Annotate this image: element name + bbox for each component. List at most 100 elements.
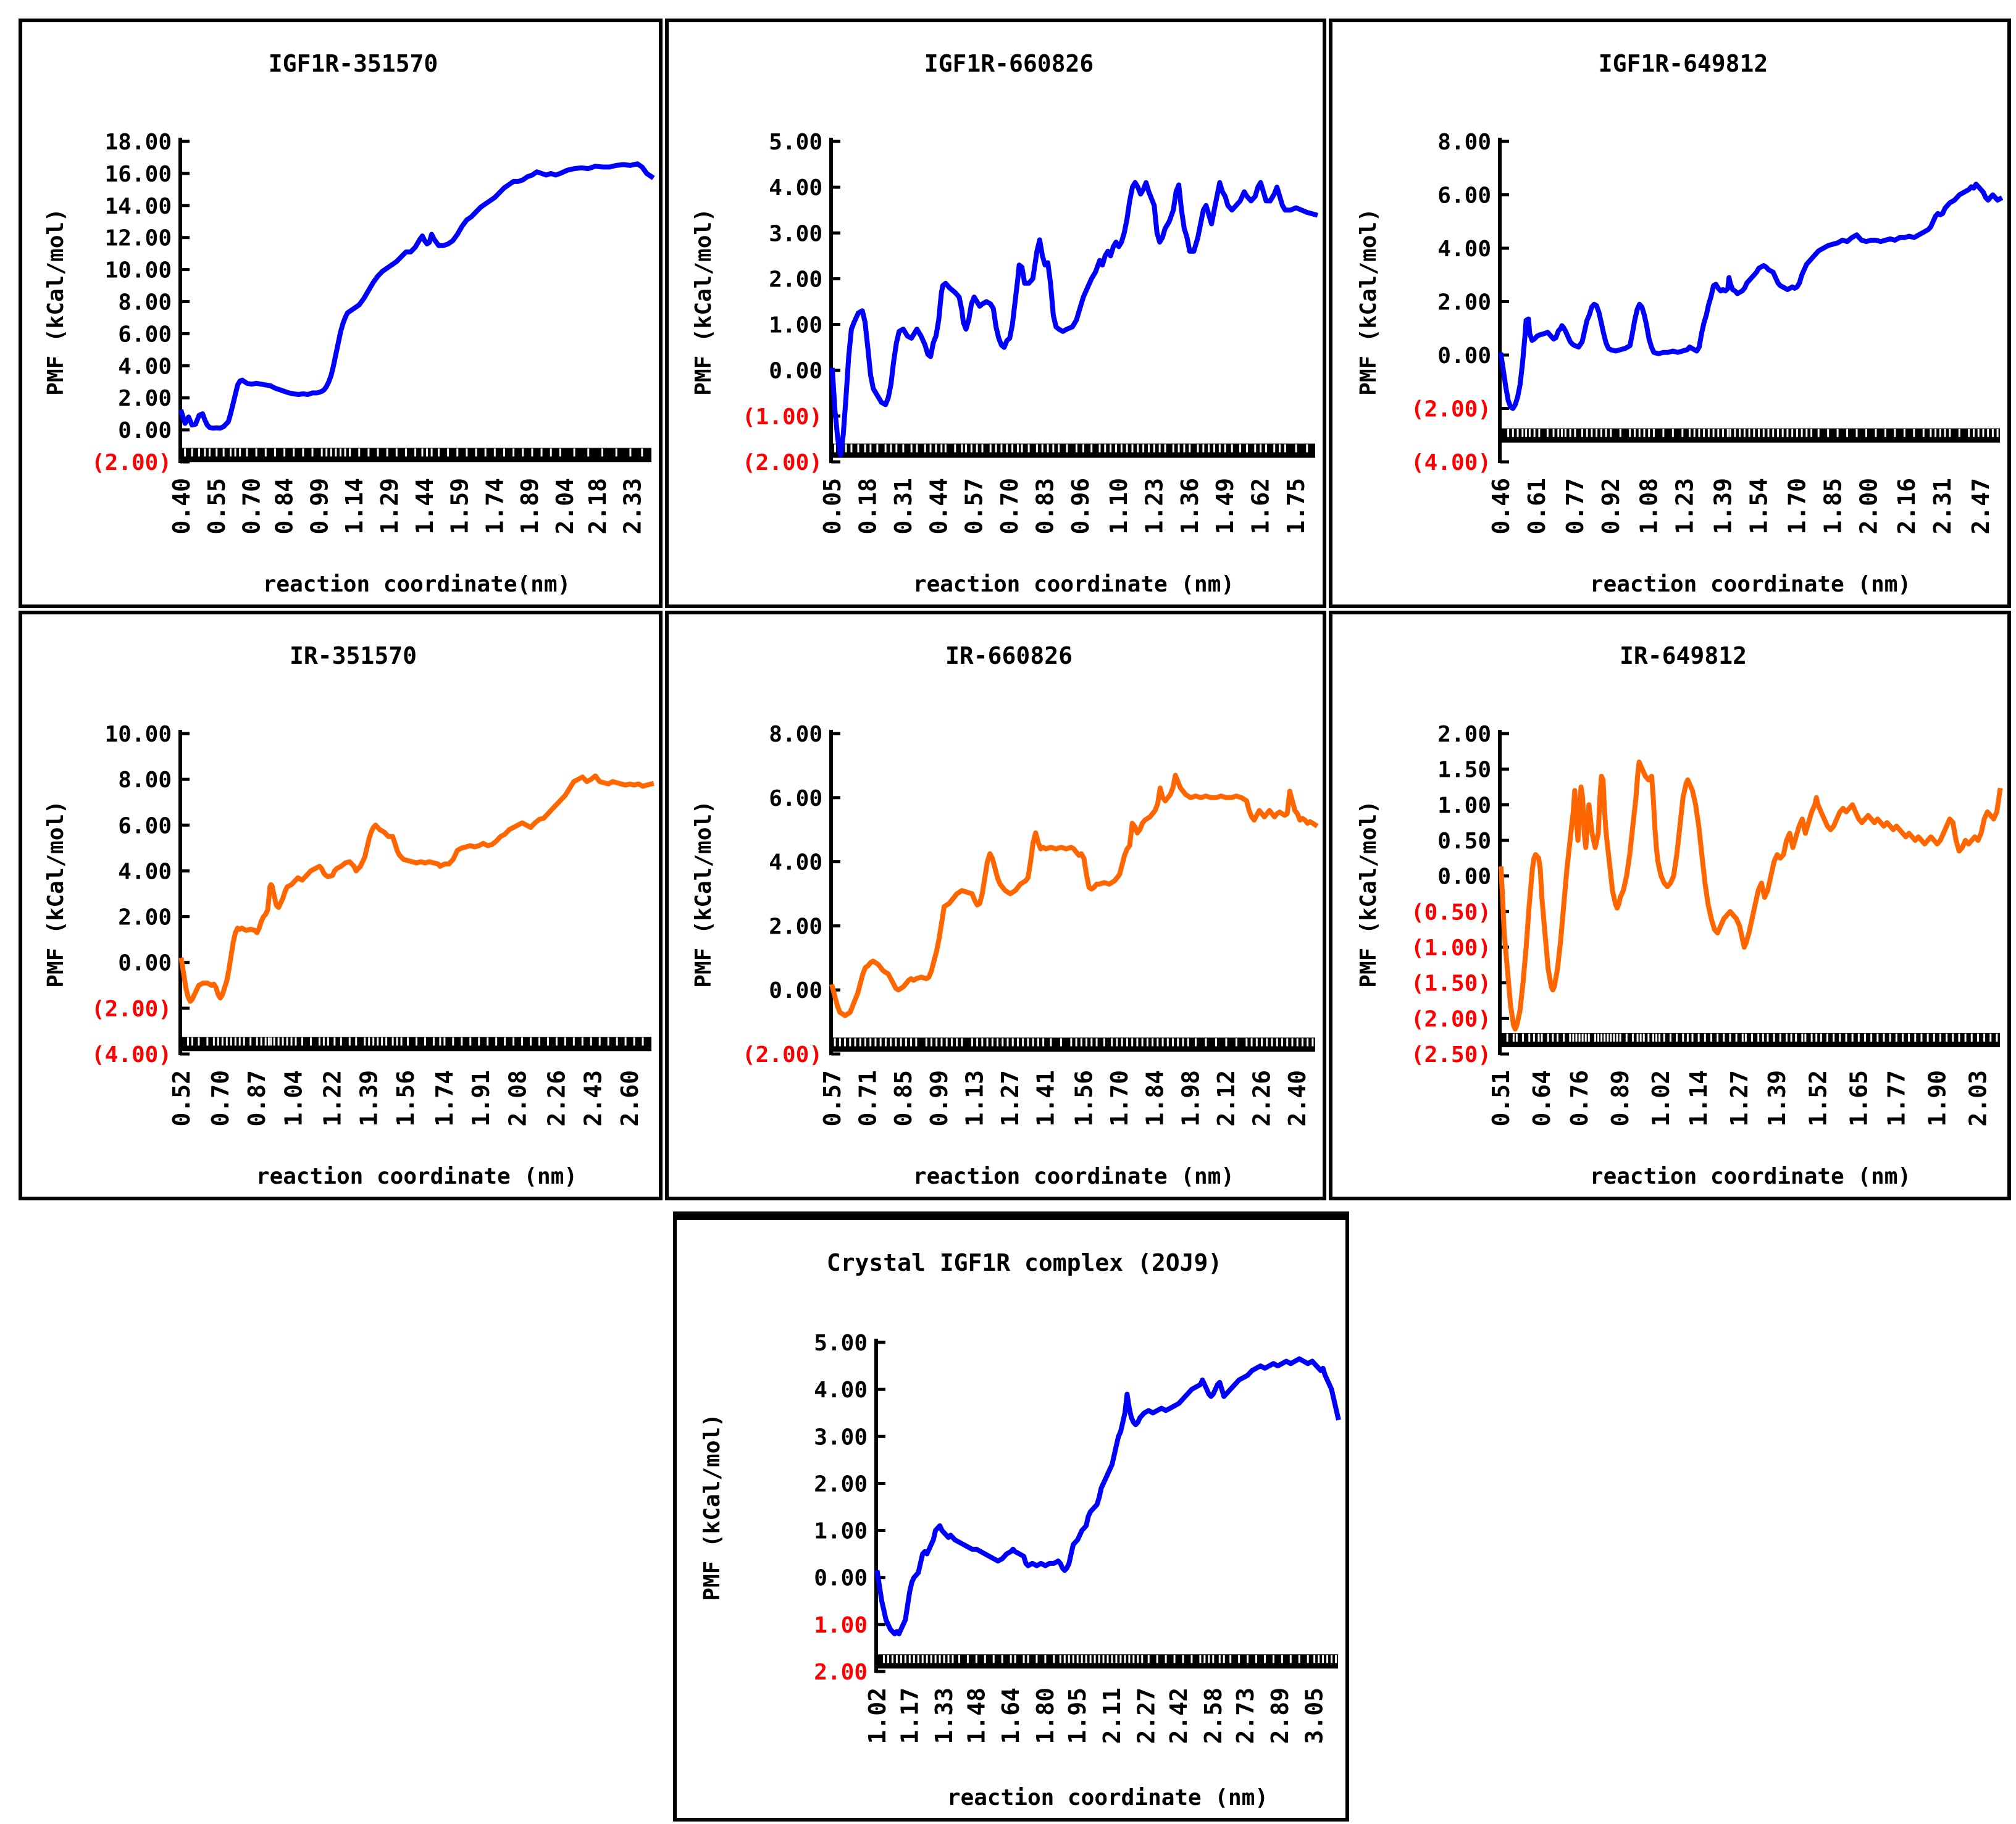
x-tick-label: 1.54 [1746, 478, 1773, 535]
chart-igf1r-351570: IGF1R-351570 PMF (kCal/mol) 18.00 16.00 14.0… [43, 50, 655, 597]
x-tick-label: 1.02 [864, 1688, 891, 1744]
y-tick-label: (2.00) [1411, 397, 1491, 422]
x-tick-label: 1.23 [1140, 478, 1168, 535]
y-tick-label: 6.00 [118, 322, 172, 347]
y-axis-title: PMF (kCal/mol) [691, 800, 716, 987]
x-tick-label: 1.36 [1176, 478, 1203, 535]
pmf-line [178, 773, 655, 1004]
chart-panel-ir-351570: IR-351570 PMF (kCal/mol) 10.00 8.00 6.00 4.00… [19, 611, 663, 1200]
chart-igf1r-660826: IGF1R-660826 PMF (kCal/mol) 5.00 4.00 3.00 2.… [691, 50, 1318, 597]
y-tick-label: 2.00 [769, 267, 822, 292]
x-tick-label: 1.27 [1726, 1070, 1753, 1127]
y-axis-title: PMF (kCal/mol) [700, 1413, 725, 1600]
x-tick-label: 2.08 [504, 1070, 532, 1127]
x-tick-label: 0.70 [996, 478, 1023, 535]
x-tick-label: 0.46 [1487, 478, 1515, 535]
y-tick-label: 6.00 [118, 813, 172, 839]
x-tick-label: 0.64 [1528, 1070, 1555, 1127]
y-axis-title: PMF (kCal/mol) [691, 208, 716, 395]
x-axis-title: reaction coordinate (nm) [913, 1164, 1234, 1189]
pmf-line [1498, 182, 2004, 411]
x-tick-label: 0.77 [1562, 478, 1589, 535]
x-tick-label: 1.74 [481, 478, 508, 535]
x-tick-label: 0.87 [243, 1070, 270, 1127]
y-tick-label: 6.00 [1437, 183, 1491, 209]
x-tick-label: 2.31 [1929, 478, 1956, 535]
x-tick-label: 1.90 [1923, 1070, 1951, 1127]
y-tick-label: 8.00 [769, 722, 822, 747]
y-tick-label: 5.00 [814, 1331, 868, 1356]
chart-title: IGF1R-660826 [924, 50, 1094, 77]
chart-title: Crystal IGF1R complex (2OJ9) [827, 1249, 1223, 1276]
y-axis-title: PMF (kCal/mol) [43, 800, 69, 987]
x-tick-label: 0.05 [819, 478, 846, 535]
y-tick-label: 1.00 [769, 313, 822, 338]
x-tick-label: 1.13 [961, 1070, 988, 1127]
x-tick-label: 1.33 [931, 1688, 958, 1744]
y-tick-label: (0.50) [1411, 900, 1491, 925]
x-axis-title: reaction coordinate (nm) [947, 1785, 1268, 1810]
x-tick-label: 1.08 [1636, 478, 1663, 535]
x-tick-label: 1.75 [1282, 478, 1310, 535]
x-tick-label: 1.77 [1883, 1070, 1910, 1127]
x-tick-label: 2.04 [551, 478, 579, 535]
x-tick-label: 2.73 [1232, 1688, 1259, 1744]
y-tick-label: 1.50 [1437, 758, 1491, 783]
x-tick-label: 0.83 [1032, 478, 1059, 535]
y-tick-label: 0.50 [1437, 829, 1491, 854]
x-tick-label: 0.76 [1566, 1070, 1593, 1127]
y-tick-label: 3.00 [769, 221, 822, 246]
chart-ir-649812: IR-649812 PMF (kCal/mol) 2.00 1.50 1.00 0.50 0… [1356, 642, 2003, 1189]
x-tick-label: 0.70 [238, 478, 266, 535]
x-tick-label: 2.58 [1200, 1688, 1227, 1744]
chart-panel-crystal-igf1r-2oj9: Crystal IGF1R complex (2OJ9) PMF (kCal/mo… [673, 1211, 1349, 1822]
x-tick-label: 2.12 [1213, 1070, 1240, 1127]
y-tick-label: (2.00) [1411, 1006, 1491, 1032]
chart-title: IR-660826 [945, 642, 1073, 669]
y-tick-label: 4.00 [118, 859, 172, 884]
y-tick-label: (2.00) [91, 450, 172, 475]
x-axis-title: reaction coordinate (nm) [913, 572, 1234, 597]
y-tick-label: 16.00 [105, 162, 172, 187]
x-tick-label: 1.62 [1247, 478, 1274, 535]
x-tick-label: 0.40 [168, 478, 195, 535]
y-tick-label: 0.00 [769, 978, 822, 1003]
x-tick-label: 0.70 [207, 1070, 234, 1127]
x-tick-label: 1.52 [1804, 1070, 1831, 1127]
x-tick-label: 2.60 [616, 1070, 643, 1127]
y-axis-title: PMF (kCal/mol) [1356, 208, 1381, 395]
y-tick-label: 8.00 [1437, 130, 1491, 155]
x-tick-label: 2.47 [1967, 478, 1994, 535]
chart-igf1r-649812: IGF1R-649812 PMF (kCal/mol) 8.00 6.00 4.00 2.… [1356, 50, 2004, 597]
x-axis-tick-band [831, 1037, 1315, 1052]
y-tick-label: 2.00 [118, 905, 172, 931]
x-tick-label: 1.64 [997, 1688, 1024, 1744]
x-axis-title: reaction coordinate(nm) [263, 572, 571, 597]
x-tick-label: 1.98 [1177, 1070, 1204, 1127]
x-tick-label: 0.51 [1487, 1070, 1515, 1127]
y-tick-label: (1.00) [742, 404, 822, 430]
x-tick-label: 3.05 [1301, 1688, 1328, 1744]
pmf-line [178, 161, 655, 431]
y-tick-label: 2.00 [1437, 290, 1491, 316]
x-tick-label: 0.89 [1607, 1070, 1634, 1127]
y-tick-label: 2.00 [814, 1471, 868, 1497]
x-tick-label: 1.56 [392, 1070, 419, 1127]
y-tick-label: (4.00) [91, 1042, 172, 1068]
x-tick-label: 2.16 [1893, 478, 1920, 535]
x-tick-label: 1.22 [319, 1070, 346, 1127]
x-tick-label: 2.89 [1266, 1688, 1294, 1744]
x-tick-label: 2.18 [584, 478, 611, 535]
x-tick-label: 1.44 [411, 478, 438, 535]
x-tick-label: 0.57 [961, 478, 988, 535]
y-tick-label: 4.00 [814, 1378, 868, 1403]
x-axis-title: reaction coordinate (nm) [256, 1164, 577, 1189]
chart-crystal-igf1r-2oj9: Crystal IGF1R complex (2OJ9) PMF (kCal/mo… [700, 1249, 1341, 1810]
y-tick-label: (2.50) [1411, 1042, 1491, 1068]
x-tick-label: 1.48 [963, 1688, 990, 1744]
y-tick-label: 1.00 [814, 1519, 868, 1544]
x-tick-label: 1.17 [896, 1688, 923, 1744]
x-tick-label: 1.70 [1106, 1070, 1133, 1127]
x-tick-label: 2.42 [1165, 1688, 1192, 1744]
x-tick-label: 1.70 [1783, 478, 1810, 535]
